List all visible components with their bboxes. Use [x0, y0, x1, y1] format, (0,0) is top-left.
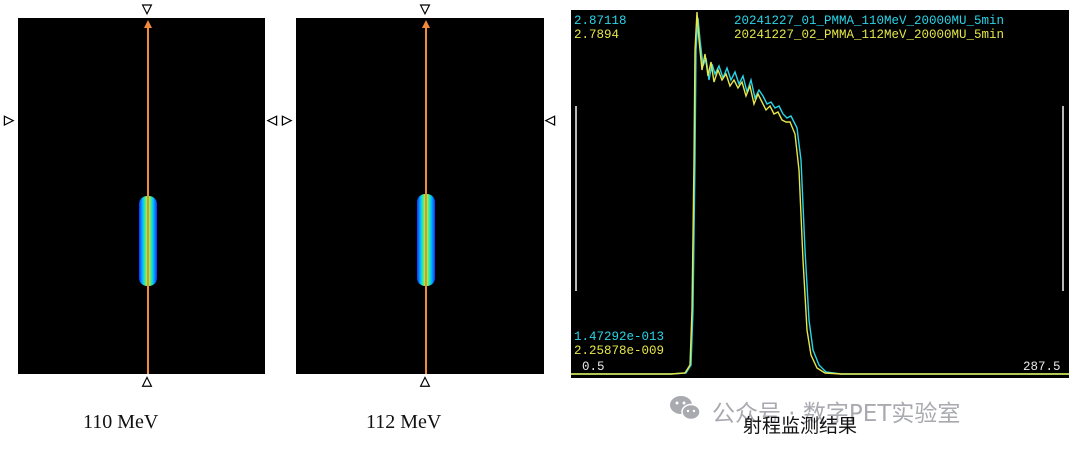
marker-up-icon[interactable]: △ — [142, 373, 152, 388]
legend-110mev: 20241227_01_PMMA_110MeV_20000MU_5min — [734, 14, 1005, 28]
x-min-label: 0.5 — [582, 360, 605, 374]
legend-112mev: 20241227_02_PMMA_112MeV_20000MU_5min — [734, 28, 1005, 42]
marker-down-icon[interactable]: ▽ — [420, 1, 430, 16]
marker-left-icon[interactable]: ◁ — [545, 112, 555, 127]
right-scrollbar[interactable] — [1062, 106, 1064, 291]
marker-right-icon[interactable]: ▷ — [282, 112, 292, 127]
watermark-text: 公众号 · 数字PET实验室 — [712, 401, 961, 427]
arrow-up-icon — [144, 20, 152, 28]
dose-image-canvas — [417, 20, 435, 374]
series-112mev-line — [571, 11, 1069, 375]
arrow-up-icon — [422, 20, 430, 28]
marker-up-icon[interactable]: △ — [420, 373, 430, 388]
marker-down-icon[interactable]: ▽ — [142, 1, 152, 16]
dose-image-112mev — [296, 18, 544, 374]
profile-plot-canvas — [571, 11, 1069, 375]
bottom-value-110mev: 1.47292e-013 — [574, 330, 665, 344]
marker-right-icon[interactable]: ▷ — [4, 112, 14, 127]
caption-112mev: 112 MeV — [366, 411, 442, 433]
dose-image-110mev — [18, 18, 265, 374]
caption-range-result: 射程监测结果 — [743, 415, 858, 437]
range-profile-plot: 2.87118 2.7894 20241227_01_PMMA_110MeV_2… — [571, 10, 1069, 378]
dose-image-canvas — [139, 20, 157, 374]
left-scrollbar[interactable] — [575, 106, 577, 291]
bottom-value-112mev: 2.25878e-009 — [574, 344, 665, 358]
top-value-110mev: 2.87118 — [574, 14, 627, 28]
series-110mev-line — [571, 17, 1069, 375]
wechat-icon — [669, 394, 701, 422]
top-value-112mev: 2.7894 — [574, 28, 620, 42]
x-max-label: 287.5 — [1023, 360, 1061, 374]
caption-110mev: 110 MeV — [83, 411, 159, 433]
marker-left-icon[interactable]: ◁ — [267, 112, 277, 127]
